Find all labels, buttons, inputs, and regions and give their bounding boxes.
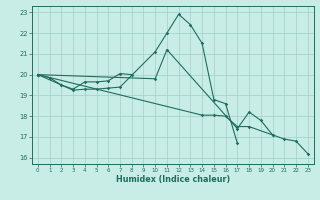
X-axis label: Humidex (Indice chaleur): Humidex (Indice chaleur) xyxy=(116,175,230,184)
